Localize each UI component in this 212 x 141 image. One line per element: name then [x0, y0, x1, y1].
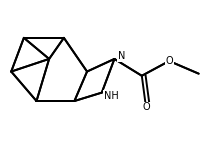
Text: NH: NH: [104, 91, 119, 101]
Text: N: N: [118, 51, 126, 61]
Text: O: O: [165, 56, 173, 66]
Text: O: O: [142, 102, 150, 112]
